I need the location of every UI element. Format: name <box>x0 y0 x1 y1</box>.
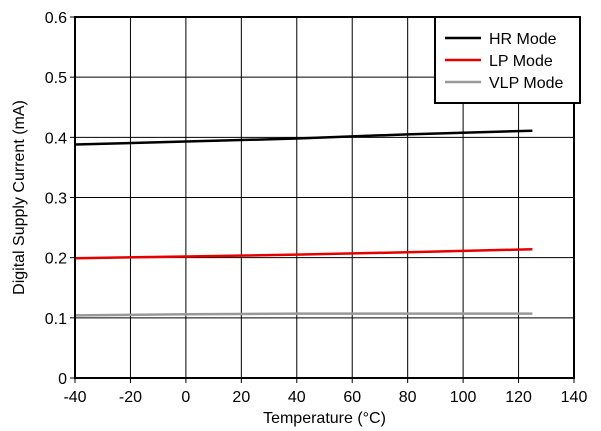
y-tick-label: 0 <box>58 371 67 388</box>
x-axis-ticks: -40 -20 0 20 40 60 80 100 120 140 <box>63 378 587 406</box>
series-lines <box>74 129 533 317</box>
y-tick-label: 0.5 <box>45 70 67 87</box>
y-tick-label: 0.3 <box>45 191 67 208</box>
y-axis-title: Digital Supply Current (mA) <box>11 100 28 295</box>
series-line-1 <box>74 247 533 260</box>
x-tick-label: 80 <box>399 389 417 406</box>
x-tick-label: 40 <box>288 389 306 406</box>
x-tick-label: -40 <box>63 389 86 406</box>
x-tick-label: 120 <box>505 389 532 406</box>
x-tick-label: 140 <box>561 389 588 406</box>
y-tick-label: 0.1 <box>45 311 67 328</box>
y-tick-label: 0.4 <box>45 130 67 147</box>
x-tick-label: 60 <box>343 389 361 406</box>
legend-label-1: LP Mode <box>489 53 553 70</box>
y-tick-label: 0.2 <box>45 251 67 268</box>
x-tick-label: 100 <box>450 389 477 406</box>
y-tick-label: 0.6 <box>45 10 67 27</box>
legend-label-2: VLP Mode <box>489 75 564 92</box>
legend: HR Mode LP Mode VLP Mode <box>434 16 581 104</box>
legend-label-0: HR Mode <box>489 31 557 48</box>
x-tick-label: -20 <box>119 389 142 406</box>
y-axis-ticks: 0 0.1 0.2 0.3 0.4 0.5 0.6 <box>45 10 75 388</box>
series-line-2 <box>74 312 533 317</box>
series-line-0 <box>74 129 533 146</box>
x-axis-title: Temperature (°C) <box>263 410 386 427</box>
x-tick-label: 20 <box>232 389 250 406</box>
x-tick-label: 0 <box>181 389 190 406</box>
